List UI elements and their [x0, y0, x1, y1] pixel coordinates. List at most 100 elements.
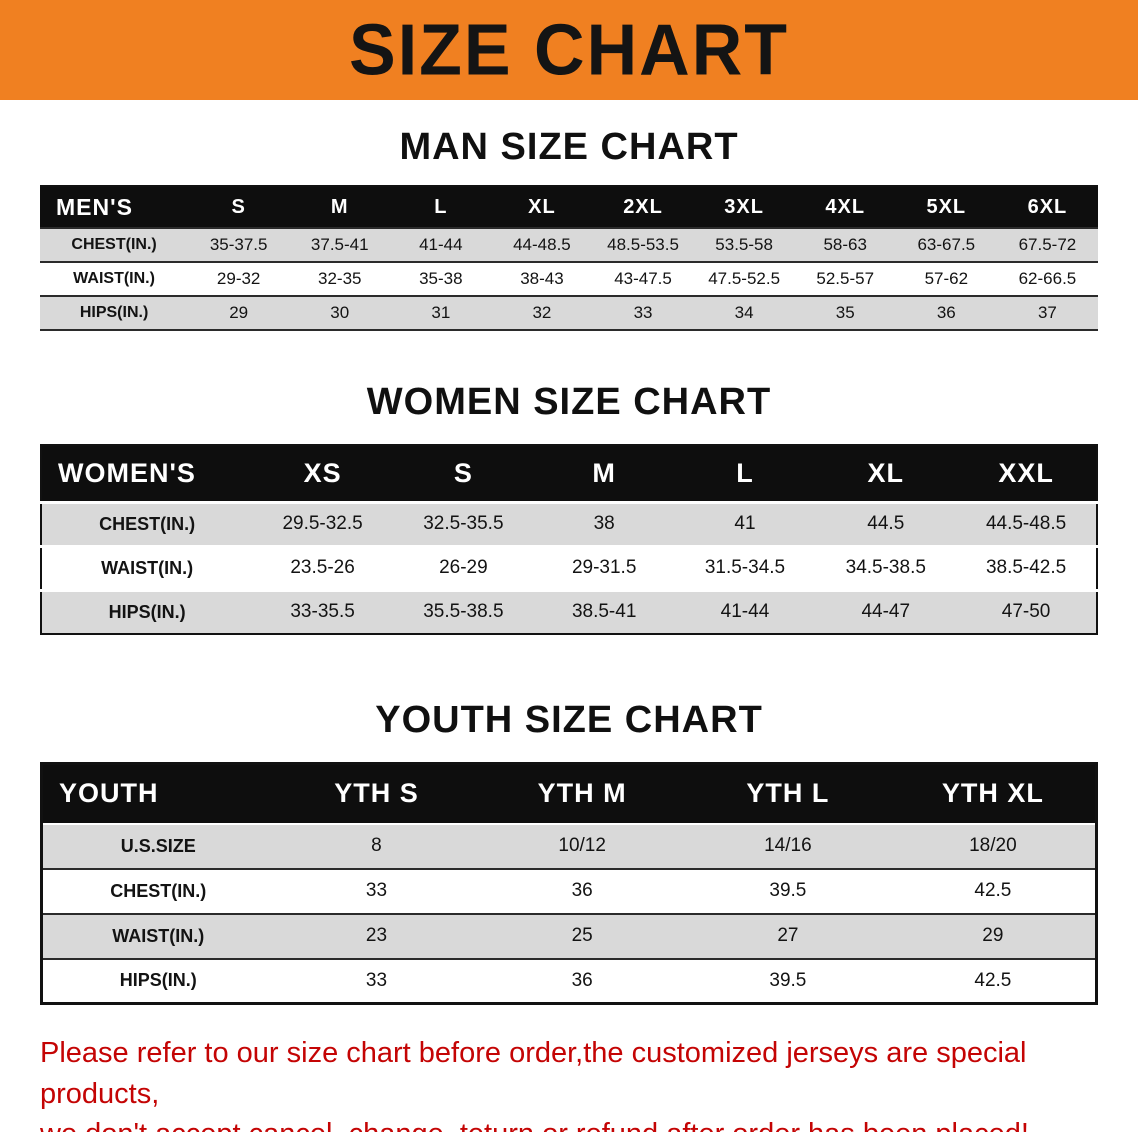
value-cell: 31	[431, 303, 451, 322]
table-row: HIPS(IN.) 33-35.5 35.5-38.5 38.5-41 41-44 44-…	[41, 590, 1097, 634]
table-row: WAIST(IN.) 23 25 27 29	[41, 913, 1097, 959]
table-row: HIPS(IN.) 29 30 31 32 33 34 35 36 37	[40, 296, 1098, 330]
table-row: HIPS(IN.) 33 36 39.5 42.5	[41, 958, 1097, 1004]
table-row: CHEST(IN.) 35-37.5 37.5-41 41-44 44-48.5 48.5…	[40, 228, 1098, 262]
value-cell: 44-47	[861, 601, 911, 623]
row-label: CHEST(IN.)	[110, 880, 207, 901]
section-women: WOMEN SIZE CHART WOMEN'S XS S M L XL XXL CHEST(I…	[40, 381, 1098, 635]
value-cell: 34.5-38.5	[845, 557, 926, 578]
value-cell: 39.5	[769, 969, 807, 991]
size-column-header: S	[188, 186, 290, 228]
value-cell: 29	[229, 303, 249, 322]
disclaimer-note: Please refer to our size chart before or…	[40, 1033, 1098, 1132]
value-cell: 38	[593, 513, 615, 534]
table-row: WAIST(IN.) 29-32 32-35 35-38 38-43 43-47.5 47.…	[40, 262, 1098, 296]
value-cell: 32.5-35.5	[423, 513, 504, 534]
value-cell: 36	[571, 969, 593, 991]
value-cell: 26-29	[439, 557, 488, 578]
size-column-header: M	[289, 186, 391, 228]
row-label: WAIST(IN.)	[112, 925, 205, 946]
value-cell: 41	[734, 513, 756, 534]
value-cell: 41-44	[720, 601, 770, 623]
table-row: WAIST(IN.) 23.5-26 26-29 29-31.5 31.5-34.5 34…	[41, 546, 1097, 590]
value-cell: 32-35	[318, 269, 362, 288]
value-cell: 39.5	[769, 880, 807, 901]
value-cell: 53.5-58	[715, 235, 773, 254]
value-cell: 30	[330, 303, 350, 322]
value-cell: 33	[365, 969, 388, 991]
row-label: U.S.SIZE	[120, 835, 196, 856]
value-cell: 37.5-41	[310, 235, 369, 254]
page-title: SIZE CHART	[349, 9, 789, 91]
value-cell: 67.5-72	[1018, 235, 1077, 254]
value-cell: 41-44	[419, 235, 463, 254]
value-cell: 33	[633, 303, 653, 322]
value-cell: 42.5	[974, 969, 1012, 991]
men-size-table: MEN'S S M L XL 2XL 3XL 4XL 5XL 6XL CHEST(IN.) 35-37…	[40, 185, 1098, 331]
value-cell: 37	[1037, 303, 1057, 322]
value-cell: 36	[571, 880, 593, 901]
youth-size-table: YOUTH YTH S YTH M YTH L YTH XL U.S.SIZE 8 10/12…	[40, 762, 1098, 1005]
row-label: WAIST(IN.)	[101, 557, 194, 578]
value-cell: 35-37.5	[209, 235, 268, 254]
disclaimer-line-2: we don't accept cancel, change, teturn o…	[40, 1114, 1098, 1132]
value-cell: 42.5	[974, 880, 1012, 901]
size-column-header: S	[392, 445, 534, 502]
value-cell: 47-50	[1001, 601, 1051, 623]
table-label-header: YOUTH	[41, 763, 274, 824]
value-cell: 33	[365, 880, 388, 901]
size-column-header: M	[533, 445, 675, 502]
table-row: CHEST(IN.) 29.5-32.5 32.5-35.5 38 41 44.5 44.5…	[41, 502, 1097, 546]
value-cell: 34	[734, 303, 754, 322]
value-cell: 35-38	[419, 269, 463, 288]
size-column-header: YTH XL	[890, 763, 1097, 824]
value-cell: 29.5-32.5	[282, 513, 363, 534]
size-column-header: XL	[491, 186, 593, 228]
size-column-header: XL	[815, 445, 957, 502]
size-column-header: L	[674, 445, 816, 502]
value-cell: 29	[982, 925, 1004, 946]
row-label: HIPS(IN.)	[108, 601, 186, 622]
section-heading-men: MAN SIZE CHART	[399, 126, 739, 168]
table-row: U.S.SIZE 8 10/12 14/16 18/20	[41, 823, 1097, 869]
size-column-header: YTH M	[479, 763, 686, 824]
value-cell: 36	[936, 303, 956, 322]
content-area: MAN SIZE CHART MEN'S S M L XL 2XL 3XL 4XL 5XL 6XL C…	[0, 126, 1138, 1132]
size-column-header: 2XL	[592, 186, 694, 228]
row-label: CHEST(IN.)	[99, 513, 196, 534]
size-column-header: XS	[252, 445, 393, 502]
value-cell: 27	[777, 925, 799, 946]
section-heading-women: WOMEN SIZE CHART	[366, 381, 772, 423]
value-cell: 58-63	[823, 235, 867, 254]
value-cell: 52.5-57	[816, 269, 875, 288]
value-cell: 38.5-41	[571, 601, 637, 623]
value-cell: 18/20	[969, 835, 1017, 856]
row-label: WAIST(IN.)	[73, 270, 155, 287]
table-row: CHEST(IN.) 33 36 39.5 42.5	[41, 868, 1097, 914]
size-column-header: YTH S	[273, 763, 480, 824]
value-cell: 31.5-34.5	[704, 557, 786, 578]
value-cell: 32	[532, 303, 552, 322]
disclaimer-line-1: Please refer to our size chart before or…	[40, 1037, 1027, 1110]
value-cell: 38.5-42.5	[985, 557, 1067, 578]
row-label: CHEST(IN.)	[71, 236, 157, 253]
women-size-table: WOMEN'S XS S M L XL XXL CHEST(IN.) 29.5-32.5 32.5…	[40, 444, 1098, 635]
value-cell: 14/16	[764, 835, 812, 856]
size-column-header: YTH L	[685, 763, 891, 824]
header-row: YOUTH YTH S YTH M YTH L YTH XL	[41, 763, 1097, 824]
value-cell: 33-35.5	[290, 601, 355, 623]
value-cell: 57-62	[924, 269, 969, 288]
size-column-header: 6XL	[996, 186, 1098, 228]
value-cell: 44.5-48.5	[985, 513, 1067, 534]
section-heading-youth: YOUTH SIZE CHART	[375, 699, 763, 741]
row-label: HIPS(IN.)	[79, 304, 149, 321]
value-cell: 44-48.5	[513, 235, 571, 254]
value-cell: 8	[371, 835, 382, 856]
value-cell: 23	[365, 925, 388, 946]
value-cell: 23.5-26	[290, 557, 355, 578]
title-banner: SIZE CHART	[0, 0, 1138, 100]
value-cell: 35	[835, 303, 855, 322]
value-cell: 35.5-38.5	[423, 601, 504, 623]
value-cell: 29-31.5	[571, 557, 637, 578]
